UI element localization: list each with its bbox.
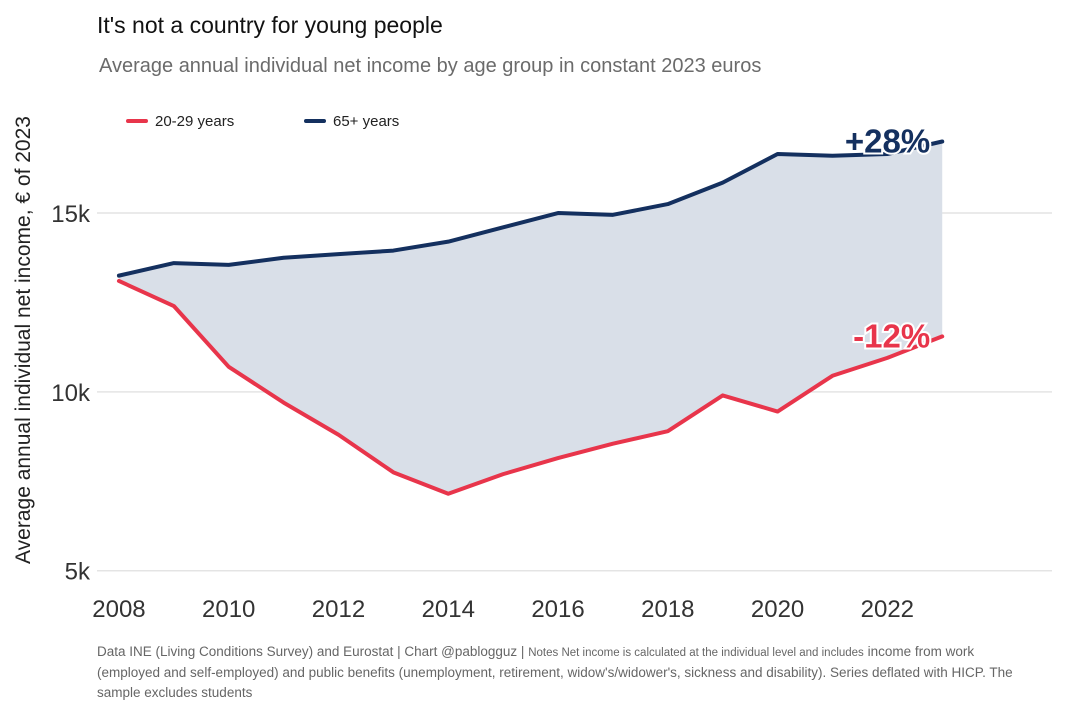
end-label-young: -12% xyxy=(853,317,930,354)
chart-title: It's not a country for young people xyxy=(97,12,443,38)
x-tick-label: 2008 xyxy=(92,596,145,623)
notes-lead: Notes Net income is calculated at the in… xyxy=(528,647,864,659)
chart-footer: Data INE (Living Conditions Survey) and … xyxy=(97,642,1037,703)
x-tick-label: 2022 xyxy=(861,596,914,623)
source-note: Data INE (Living Conditions Survey) and … xyxy=(97,644,525,659)
series-line-young xyxy=(116,278,945,496)
chart-subtitle: Average annual individual net income by … xyxy=(99,55,762,77)
end-label-old: +28% xyxy=(845,122,930,159)
gap-area xyxy=(118,141,943,494)
legend-label: 20-29 years xyxy=(155,113,234,130)
x-tick-label: 2020 xyxy=(751,596,804,623)
line-chart: 5k 10k 15k 2008 2010 2012 2014 2016 2018 2020 2022… xyxy=(12,113,1052,623)
x-tick-label: 2012 xyxy=(312,596,365,623)
y-tick-label: 10k xyxy=(51,380,91,407)
x-tick-label: 2018 xyxy=(641,596,694,623)
y-axis-label: Average annual individual net income, € … xyxy=(12,116,35,564)
legend-label: 65+ years xyxy=(333,113,399,130)
x-tick-label: 2014 xyxy=(422,596,475,623)
x-tick-label: 2010 xyxy=(202,596,255,623)
x-tick-label: 2016 xyxy=(531,596,584,623)
notes-text: income from work (employed and self-empl… xyxy=(97,644,1013,700)
y-tick-label: 5k xyxy=(65,559,91,586)
y-tick-label: 15k xyxy=(51,201,91,228)
series-line-old xyxy=(116,139,945,278)
